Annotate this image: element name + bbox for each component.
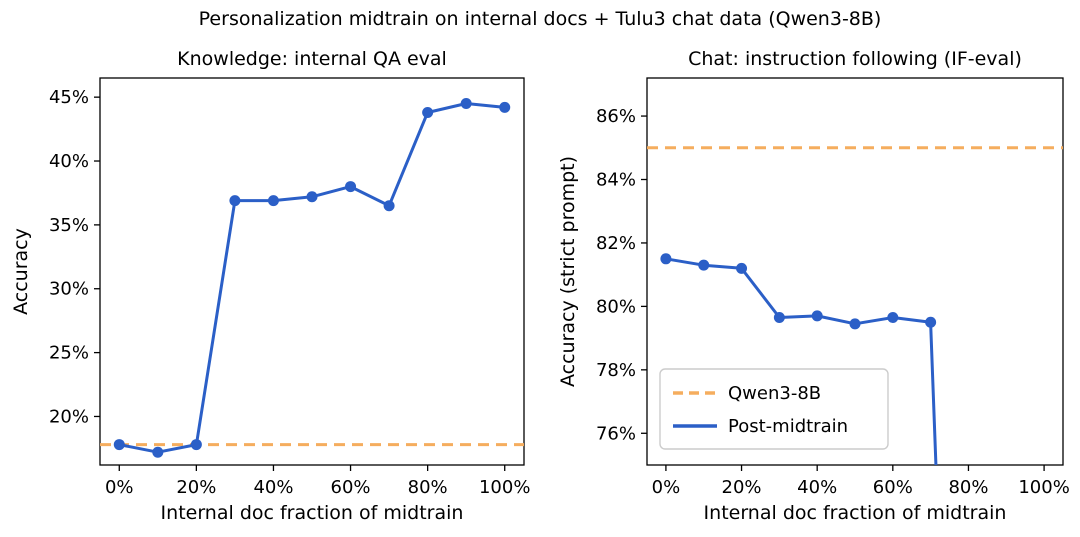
data-point — [190, 439, 202, 451]
data-point — [267, 195, 279, 207]
data-point — [698, 259, 710, 271]
data-point — [660, 253, 672, 265]
legend-label: Qwen3-8B — [728, 383, 821, 404]
x-tick-label: 80% — [948, 477, 988, 498]
x-tick-label: 100% — [1018, 477, 1069, 498]
legend-box — [659, 368, 889, 450]
subplot-title: Chat: instruction following (IF-eval) — [688, 48, 1022, 70]
figure-title: Personalization midtrain on internal doc… — [198, 8, 882, 30]
y-tick-label: 35% — [49, 215, 89, 236]
x-tick-label: 40% — [253, 477, 293, 498]
subplot-1: 0% 20% 40% 60% 80% 100% 76% 78% 80% 82% 84% 86% Chat… — [557, 48, 1070, 524]
data-point — [499, 101, 511, 113]
x-tick-label: 20% — [176, 477, 216, 498]
series-line — [119, 102, 505, 454]
x-tick-label: 80% — [408, 477, 448, 498]
subplot-0: 0% 20% 40% 60% 80% 100% 20% 25% 30% 35% 40% 45% Know… — [10, 48, 530, 524]
data-point — [229, 195, 241, 207]
axes-frame — [646, 77, 1064, 466]
y-axis-label: Accuracy (strict prompt) — [557, 156, 579, 387]
y-tick-label: 80% — [596, 296, 636, 317]
data-point — [383, 200, 395, 212]
data-point — [152, 446, 164, 458]
y-axis-label: Accuracy — [10, 228, 32, 315]
subplot-title: Knowledge: internal QA eval — [177, 48, 447, 70]
data-point — [736, 262, 748, 274]
axes-frame — [99, 77, 525, 466]
x-tick-label: 60% — [331, 477, 371, 498]
data-point — [887, 311, 899, 323]
x-tick-label: 60% — [873, 477, 913, 498]
data-point — [811, 310, 823, 322]
y-tick-label: 20% — [49, 406, 89, 427]
x-tick-label: 0% — [105, 477, 134, 498]
y-tick-label: 86% — [596, 106, 636, 127]
data-point — [113, 439, 125, 451]
x-tick-label: 100% — [479, 477, 530, 498]
data-point — [925, 316, 937, 328]
y-tick-label: 40% — [49, 151, 89, 172]
data-point — [460, 98, 472, 110]
legend: Qwen3-8B Post-midtrain — [659, 368, 889, 450]
x-axis-label: Internal doc fraction of midtrain — [704, 502, 1007, 524]
y-tick-label: 76% — [596, 423, 636, 444]
legend-label: Post-midtrain — [728, 416, 848, 437]
x-tick-label: 20% — [722, 477, 762, 498]
y-tick-label: 30% — [49, 279, 89, 300]
data-point — [345, 181, 357, 193]
y-tick-label: 78% — [596, 360, 636, 381]
data-point — [422, 106, 434, 118]
data-point — [773, 311, 785, 323]
data-point — [849, 318, 861, 330]
x-tick-label: 40% — [797, 477, 837, 498]
y-tick-label: 84% — [596, 170, 636, 191]
y-tick-label: 45% — [49, 87, 89, 108]
x-tick-label: 0% — [652, 477, 681, 498]
y-tick-label: 82% — [596, 233, 636, 254]
x-axis-label: Internal doc fraction of midtrain — [161, 502, 464, 524]
y-tick-label: 25% — [49, 343, 89, 364]
data-point — [306, 191, 318, 203]
